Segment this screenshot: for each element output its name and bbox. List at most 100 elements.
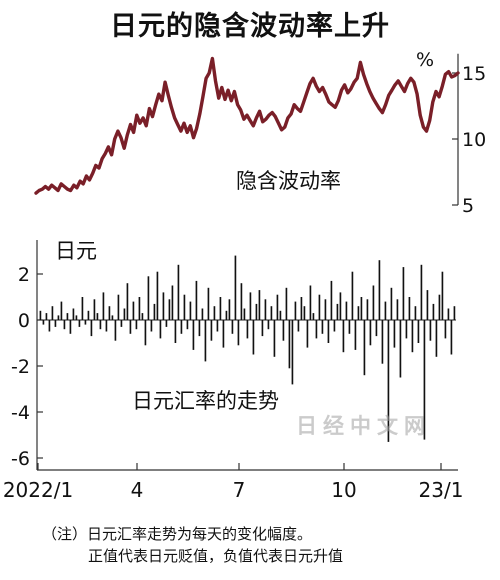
- yen-change-bar: [288, 320, 291, 369]
- yen-change-bar: [306, 320, 309, 348]
- yen-change-bar: [342, 320, 345, 353]
- yen-change-bar: [228, 299, 231, 320]
- yen-change-bar: [294, 301, 297, 320]
- yen-change-bar: [450, 320, 453, 355]
- yen-change-bar: [246, 320, 249, 339]
- yen-change-bar: [243, 308, 246, 320]
- yen-change-bar: [150, 320, 153, 332]
- yen-change-bar: [192, 320, 195, 350]
- yen-change-bar: [54, 320, 57, 327]
- yen-change-bar: [81, 297, 84, 320]
- x-tick-label: 10: [331, 478, 356, 502]
- yen-change-bar: [132, 301, 135, 320]
- yen-change-bar: [120, 320, 123, 327]
- yen-change-bar: [48, 320, 51, 332]
- yen-change-bar: [57, 315, 60, 320]
- yen-change-bar: [333, 320, 336, 332]
- yen-change-bar: [411, 320, 414, 353]
- yen-change-bar: [300, 297, 303, 320]
- yen-change-bar: [438, 294, 441, 320]
- yen-series-label: 日元: [55, 239, 97, 263]
- yen-change-bar: [291, 320, 294, 385]
- yen-change-bar: [219, 297, 222, 320]
- yen-change-bar: [105, 320, 108, 332]
- yen-change-bar: [297, 320, 300, 332]
- yen-change-bar: [87, 310, 90, 320]
- yen-change-bar: [213, 306, 216, 320]
- yen-change-bar: [225, 310, 228, 320]
- yen-change-bar: [210, 320, 213, 341]
- yen-change-bar: [198, 320, 201, 337]
- yen-change-bar: [90, 320, 93, 337]
- yen-change-bar: [63, 320, 66, 330]
- yen-change-bar: [396, 299, 399, 320]
- yen-change-bar: [330, 280, 333, 320]
- yen-change-bar: [207, 287, 210, 320]
- volatility-y-tick-label: 10: [462, 129, 486, 151]
- yen-change-bar: [360, 297, 363, 320]
- yen-change-bar: [135, 320, 138, 330]
- yen-change-bar: [366, 299, 369, 320]
- yen-change-bar: [99, 320, 102, 330]
- yen-change-bar: [276, 294, 279, 320]
- footnote-line-1: （注）日元汇率走势为每天的变化幅度。: [42, 525, 313, 543]
- x-tick-label: 4: [131, 478, 144, 502]
- yen-change-bar: [348, 320, 351, 334]
- footnote-line-2: 正值代表日元贬值，负值代表日元升值: [88, 547, 344, 565]
- yen-change-bar: [315, 320, 318, 339]
- yen-change-bar: [432, 303, 435, 320]
- yen-change-bar: [339, 292, 342, 320]
- yen-change-bar: [156, 271, 159, 320]
- yen-change-bar: [324, 299, 327, 320]
- yen-change-bar: [168, 299, 171, 320]
- yen-y-tick-label: 0: [18, 310, 30, 332]
- yen-change-bar: [258, 290, 261, 320]
- yen-change-bar: [441, 271, 444, 320]
- yen-change-bar: [171, 285, 174, 320]
- yen-y-tick-label: -2: [11, 356, 30, 378]
- yen-chart-label: 日元汇率的走势: [132, 389, 279, 413]
- yen-change-bar: [183, 294, 186, 320]
- yen-change-bar: [357, 306, 360, 320]
- yen-change-bar: [249, 292, 252, 320]
- yen-change-bar: [420, 264, 423, 320]
- volatility-y-tick-label: 15: [462, 63, 486, 85]
- yen-change-bar: [147, 276, 150, 320]
- yen-change-bar: [66, 313, 69, 320]
- yen-change-bar: [408, 297, 411, 320]
- volatility-y-tick-label: 5: [462, 195, 474, 217]
- yen-change-bar: [138, 297, 141, 320]
- yen-change-bar: [114, 320, 117, 341]
- yen-change-bar: [159, 320, 162, 339]
- yen-change-bar: [261, 320, 264, 337]
- yen-y-tick-label: 2: [18, 264, 30, 286]
- yen-change-bar: [453, 306, 456, 320]
- yen-change-bar: [318, 294, 321, 320]
- yen-change-bar: [162, 292, 165, 320]
- yen-change-bar: [195, 280, 198, 320]
- yen-change-bar: [174, 320, 177, 343]
- yen-change-bar: [111, 315, 114, 320]
- yen-change-bar: [390, 287, 393, 320]
- yen-change-bar: [285, 287, 288, 320]
- yen-change-bar: [129, 320, 132, 334]
- yen-change-bar: [231, 320, 234, 334]
- yen-change-bar: [141, 313, 144, 320]
- yen-change-bar: [93, 299, 96, 320]
- yen-change-bar: [234, 255, 237, 320]
- yen-change-bar: [45, 313, 48, 320]
- yen-change-bar: [423, 320, 426, 440]
- yen-change-bar: [267, 320, 270, 330]
- yen-change-bar: [429, 320, 432, 341]
- yen-change-bar: [303, 306, 306, 320]
- yen-change-bar: [279, 310, 282, 320]
- yen-change-bar: [435, 320, 438, 357]
- volatility-series-label: 隐含波动率: [236, 169, 341, 193]
- yen-change-bar: [372, 285, 375, 320]
- yen-change-bar: [222, 320, 225, 348]
- yen-change-bar: [312, 313, 315, 320]
- yen-change-bar: [351, 271, 354, 320]
- yen-change-bar: [264, 299, 267, 320]
- yen-change-bar: [144, 320, 147, 346]
